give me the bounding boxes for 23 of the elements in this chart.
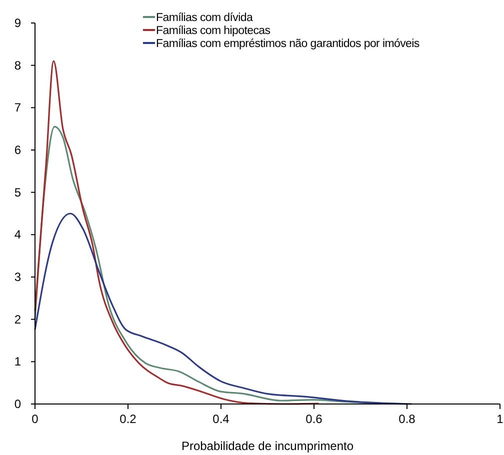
- y-tick-label: 6: [14, 143, 22, 157]
- line-series: [34, 126, 408, 405]
- legend-label: Famílias com hipotecas: [156, 25, 271, 37]
- x-tick-label: 0.8: [398, 412, 416, 426]
- legend-label: Famílias com empréstimos não garantidos por imóveis: [156, 38, 420, 50]
- y-tick-label: 8: [14, 58, 22, 72]
- y-tick-label: 5: [14, 185, 22, 200]
- line-series: [34, 212, 412, 405]
- y-tick-label: 4: [14, 228, 22, 242]
- y-tick-label: 9: [14, 16, 22, 30]
- x-tick-label: 0.4: [212, 412, 230, 426]
- x-tick-label: 0.2: [120, 412, 137, 426]
- legend-label: Famílias com dívida: [156, 12, 254, 24]
- y-tick-label: 0: [14, 397, 22, 411]
- y-tick-label: 7: [14, 100, 22, 115]
- y-tick-label: 3: [14, 270, 22, 284]
- x-tick-label: 0.6: [306, 412, 323, 426]
- line-series: [34, 60, 320, 405]
- y-tick-label: 2: [14, 312, 22, 326]
- x-tick-label: 0: [32, 412, 39, 426]
- x-axis-title: Probabilidade de incumprimento: [181, 439, 354, 453]
- y-tick-label: 1: [14, 354, 22, 369]
- x-tick-label: 1: [496, 412, 504, 426]
